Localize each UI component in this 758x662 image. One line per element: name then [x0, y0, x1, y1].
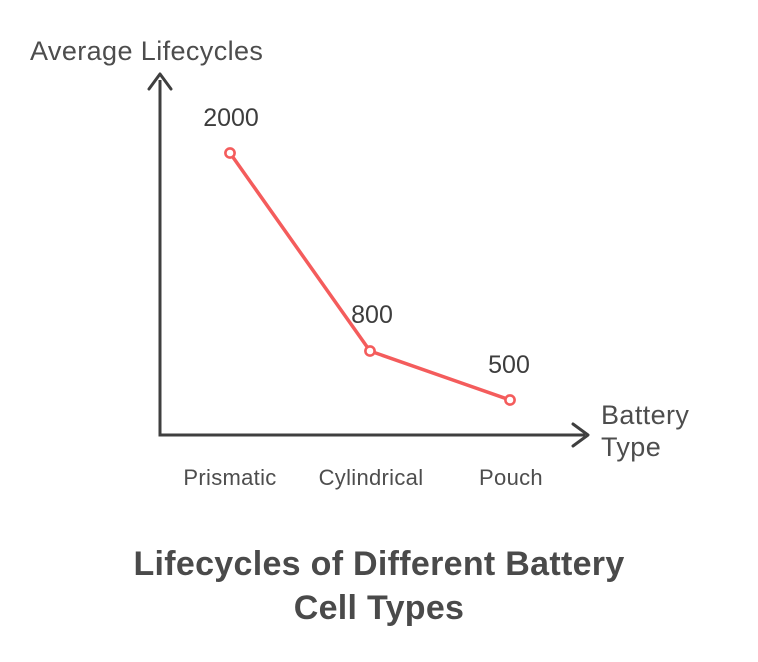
data-point-cylindrical	[364, 345, 376, 357]
chart-title-line2: Cell Types	[293, 588, 465, 627]
chart-title-line1: Lifecycles of Different Battery	[133, 545, 625, 583]
series-line	[228, 151, 512, 402]
tick-label-pouch: Pouch	[479, 465, 543, 490]
data-point-prismatic	[224, 147, 236, 159]
chart-title: Lifecycles of Different Battery Cell Typ…	[0, 543, 758, 630]
y-axis-arrow-icon	[147, 72, 173, 91]
data-label-prismatic: 2000	[203, 104, 259, 132]
x-axis-arrow-icon	[571, 422, 590, 448]
data-label-cylindrical: 800	[351, 301, 393, 329]
tick-label-cylindrical: Cylindrical	[318, 465, 424, 490]
data-point-pouch	[504, 394, 516, 406]
x-axis-label: Battery Type	[601, 400, 690, 463]
y-axis-label: Average Lifecycles	[30, 36, 264, 66]
data-label-pouch: 500	[488, 351, 530, 379]
tick-label-prismatic: Prismatic	[183, 465, 277, 490]
